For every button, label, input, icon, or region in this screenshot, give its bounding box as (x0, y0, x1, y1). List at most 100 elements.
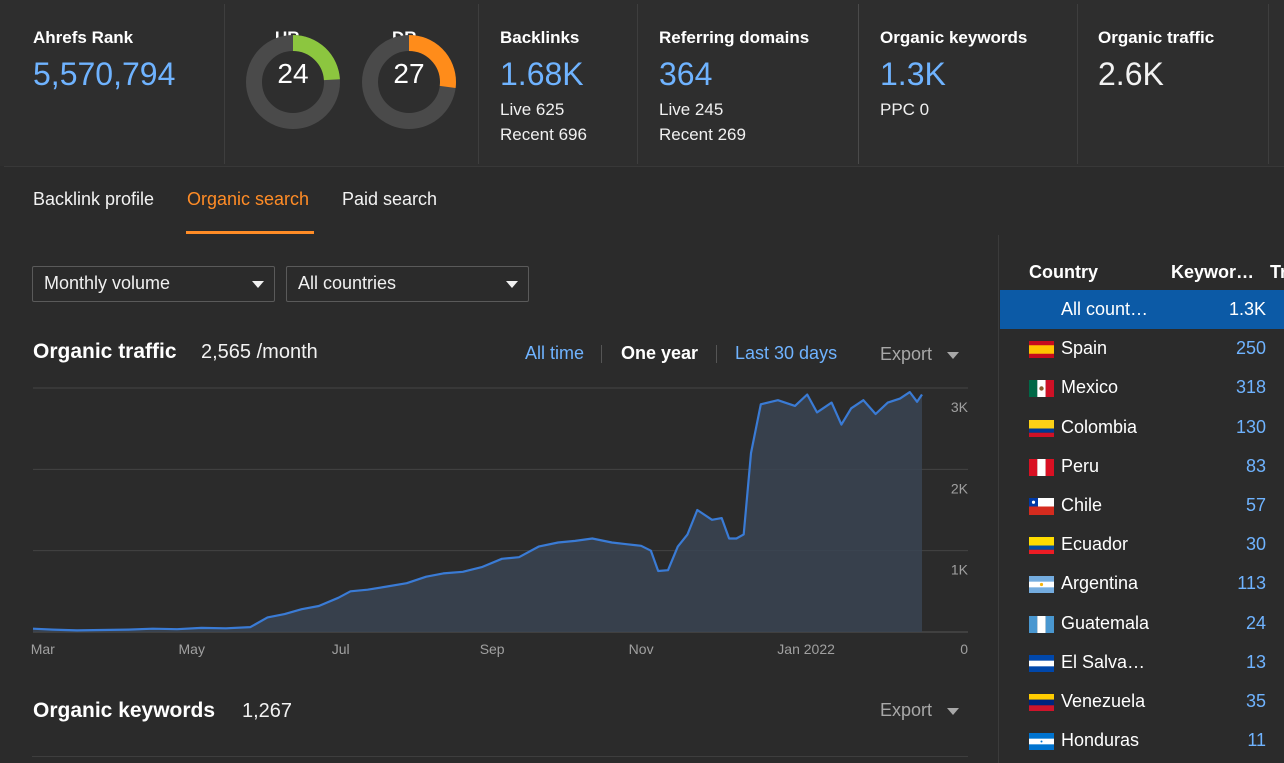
flag-icon (1029, 341, 1054, 359)
data-point (760, 404, 762, 406)
data-point (557, 542, 559, 544)
country-row[interactable]: Peru 83 (1000, 447, 1284, 486)
metric-ur-dr: UR 24 DR 27 (225, 4, 477, 164)
data-point (841, 424, 843, 426)
country-keywords[interactable]: 130 (1235, 416, 1266, 437)
data-point (736, 538, 738, 540)
y-tick-label: 0 (960, 641, 968, 657)
active-tab-indicator (186, 231, 314, 234)
divider (601, 345, 602, 363)
data-point (687, 534, 689, 536)
country-row[interactable]: Chile 57 (1000, 486, 1284, 525)
backlinks-live[interactable]: Live 625 (500, 100, 565, 119)
data-point (650, 550, 652, 552)
divider (1268, 4, 1269, 164)
data-point (350, 591, 352, 593)
data-point (777, 399, 779, 401)
metric-organic-traffic: Organic traffic 2.6K (1078, 4, 1268, 164)
country-keywords[interactable]: 11 (1247, 730, 1266, 751)
country-select[interactable]: All countries (286, 266, 529, 302)
metric-backlinks[interactable]: Backlinks 1.68K Live 625 Recent 696 (479, 4, 637, 164)
country-row[interactable]: Spain 250 (1000, 329, 1284, 368)
organic-keywords-ppc: PPC 0 (880, 100, 930, 119)
country-keywords[interactable]: 318 (1235, 377, 1266, 398)
data-point (501, 558, 503, 560)
data-point (32, 628, 34, 630)
y-tick-label: 2K (951, 480, 969, 496)
tab-organic-search[interactable]: Organic search (187, 189, 310, 209)
country-row[interactable]: Argentina 113 (1000, 564, 1284, 603)
country-keywords[interactable]: 35 (1245, 691, 1266, 711)
data-point (462, 571, 464, 573)
country-keywords[interactable]: 113 (1237, 573, 1266, 594)
column-header-country[interactable]: Country (1029, 262, 1098, 282)
data-point (406, 582, 408, 584)
data-point (101, 629, 103, 631)
column-header-keywords[interactable]: Keywor… (1171, 262, 1255, 282)
y-tick-label: 1K (951, 562, 969, 578)
data-point (697, 509, 699, 511)
data-point (806, 394, 808, 396)
country-keywords[interactable]: 250 (1235, 338, 1266, 359)
organic-keywords-value[interactable]: 1.3K (880, 56, 946, 92)
range-last-30-days[interactable]: Last 30 days (735, 343, 838, 363)
country-keywords[interactable]: 1.3K (1228, 299, 1266, 319)
country-keywords[interactable]: 24 (1245, 612, 1266, 633)
data-point (267, 617, 269, 619)
ahrefs-rank-value[interactable]: 5,570,794 (33, 56, 176, 92)
metric-organic-keywords[interactable]: Organic keywords 1.3K PPC 0 (859, 4, 1077, 164)
x-tick-label: Sep (480, 641, 505, 657)
data-point (225, 628, 227, 630)
chevron-down-icon (506, 281, 518, 288)
backlinks-value[interactable]: 1.68K (500, 56, 584, 92)
range-all-time[interactable]: All time (525, 343, 585, 363)
country-keywords[interactable]: 30 (1245, 534, 1266, 555)
column-header-traffic[interactable]: Tr (1270, 262, 1284, 282)
metric-ahrefs-rank[interactable]: Ahrefs Rank 5,570,794 (4, 4, 224, 164)
dr-gauge[interactable] (359, 32, 459, 132)
data-point (863, 399, 865, 401)
flag-icon (1029, 733, 1054, 751)
country-row[interactable]: Guatemala 24 (1000, 604, 1284, 643)
tab-paid-search[interactable]: Paid search (342, 189, 438, 209)
data-point (425, 576, 427, 578)
country-keywords[interactable]: 83 (1245, 455, 1266, 476)
divider (32, 756, 968, 757)
country-row[interactable]: Venezuela 35 (1000, 682, 1284, 721)
x-tick-label: Mar (31, 641, 55, 657)
chevron-down-icon (947, 708, 959, 715)
organic-traffic-monthly: 2,565 /month (201, 341, 318, 363)
country-row-all[interactable]: All count… 1.3K (1000, 290, 1284, 329)
x-tick-label: Jan 2022 (777, 641, 835, 657)
metric-referring-domains[interactable]: Referring domains 364 Live 245 Recent 26… (638, 4, 858, 164)
country-row[interactable]: Honduras 11 (1000, 721, 1284, 760)
referring-domains-value[interactable]: 364 (659, 56, 713, 92)
country-keywords[interactable]: 13 (1245, 651, 1266, 672)
ur-gauge[interactable] (243, 32, 343, 132)
ur-value: 24 (277, 58, 309, 89)
keywords-export-button[interactable]: Export (880, 700, 933, 720)
data-point (176, 628, 178, 630)
country-row[interactable]: Colombia 130 (1000, 408, 1284, 447)
tab-backlink-profile[interactable]: Backlink profile (33, 189, 155, 209)
flag-icon (1029, 419, 1054, 437)
data-point (386, 586, 388, 588)
ahrefs-rank-label: Ahrefs Rank (33, 28, 134, 47)
referring-domains-recent[interactable]: Recent 269 (659, 125, 746, 144)
traffic-export-button[interactable]: Export (880, 344, 933, 364)
country-name: Chile (1061, 495, 1103, 515)
referring-domains-live[interactable]: Live 245 (659, 100, 724, 119)
country-row[interactable]: El Salva… 13 (1000, 643, 1284, 682)
data-point (128, 629, 130, 631)
organic-traffic-chart[interactable]: 3K 2K 1K 0 Mar May Jul Sep Nov Jan 2022 (0, 380, 998, 665)
country-name: Honduras (1061, 730, 1140, 751)
traffic-area (33, 392, 922, 632)
country-row[interactable]: Mexico 318 (1000, 368, 1284, 407)
country-row[interactable]: Ecuador 30 (1000, 525, 1284, 564)
country-keywords[interactable]: 57 (1245, 495, 1266, 515)
volume-select[interactable]: Monthly volume (32, 266, 275, 302)
range-one-year[interactable]: One year (621, 343, 699, 363)
data-point (875, 413, 877, 415)
backlinks-recent[interactable]: Recent 696 (500, 125, 587, 144)
data-point (367, 589, 369, 591)
